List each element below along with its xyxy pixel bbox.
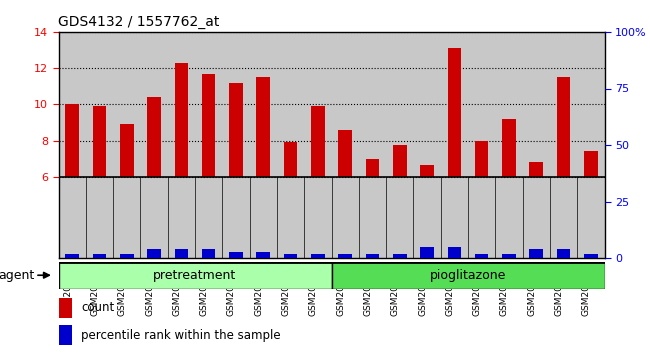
Bar: [58, 298, 72, 318]
Bar: [556, 77, 571, 177]
Bar: [421, 165, 434, 177]
Text: pretreatment: pretreatment: [153, 269, 237, 282]
Bar: [365, 254, 380, 258]
Bar: [148, 97, 161, 177]
Bar: [120, 124, 134, 177]
Bar: [174, 63, 188, 177]
Bar: [92, 106, 107, 177]
Text: GDS4132 / 1557762_at: GDS4132 / 1557762_at: [58, 16, 220, 29]
Bar: [174, 249, 188, 258]
Text: agent: agent: [0, 269, 34, 282]
Bar: [530, 249, 543, 258]
Bar: [229, 82, 243, 177]
Bar: [256, 252, 270, 258]
Bar: [65, 254, 79, 258]
Text: pioglitazone: pioglitazone: [430, 269, 506, 282]
Bar: [148, 249, 161, 258]
Bar: [202, 74, 216, 177]
Bar: [229, 252, 243, 258]
Bar: [584, 152, 598, 177]
Bar: [365, 159, 380, 177]
Bar: [421, 247, 434, 258]
Bar: [474, 254, 489, 258]
Bar: [284, 142, 298, 177]
Bar: [502, 119, 516, 177]
Bar: [393, 254, 407, 258]
Bar: [447, 48, 461, 177]
Bar: [284, 254, 298, 258]
Bar: [58, 325, 72, 345]
Bar: [339, 254, 352, 258]
Bar: [65, 104, 79, 177]
Bar: [474, 141, 489, 177]
Bar: [92, 254, 107, 258]
Bar: [120, 254, 134, 258]
Bar: [447, 247, 461, 258]
Bar: [530, 162, 543, 177]
Bar: [202, 249, 216, 258]
Text: percentile rank within the sample: percentile rank within the sample: [81, 329, 281, 342]
Bar: [584, 254, 598, 258]
Bar: [393, 145, 407, 177]
Bar: [58, 262, 332, 289]
Bar: [556, 249, 571, 258]
Bar: [311, 106, 324, 177]
Bar: [502, 254, 516, 258]
Text: count: count: [81, 301, 114, 314]
Bar: [256, 77, 270, 177]
Bar: [339, 130, 352, 177]
Bar: [332, 262, 604, 289]
Bar: [311, 254, 324, 258]
